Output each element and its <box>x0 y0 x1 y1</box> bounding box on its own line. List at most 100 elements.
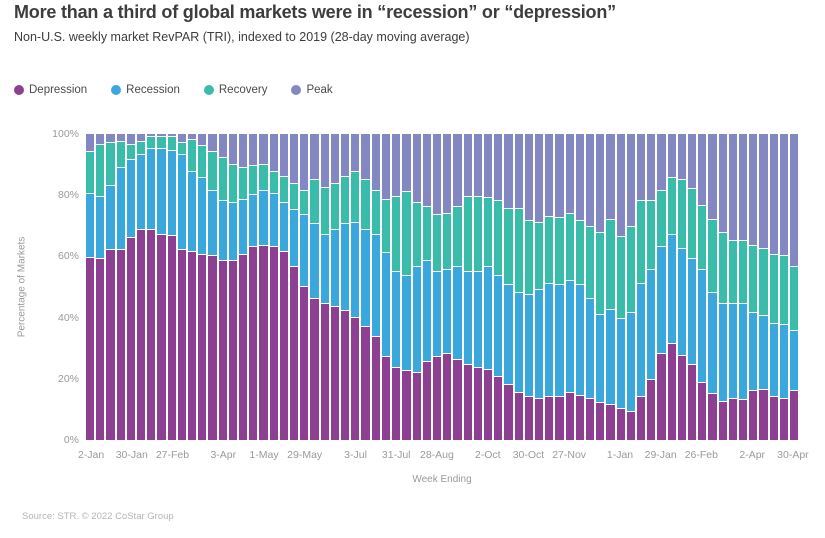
bar-week-54[interactable] <box>626 134 635 440</box>
segment-recovery <box>790 267 799 332</box>
segment-recovery <box>534 222 544 291</box>
bar-week-33[interactable] <box>412 134 421 440</box>
bar-week-50[interactable] <box>585 134 595 440</box>
bar-week-68[interactable] <box>769 134 778 440</box>
legend-item-depression[interactable]: Depression <box>14 84 87 96</box>
bar-week-25[interactable] <box>330 134 340 440</box>
bar-week-8[interactable] <box>157 134 166 440</box>
segment-recession <box>188 172 197 252</box>
bar-week-45[interactable] <box>534 134 544 440</box>
bar-week-32[interactable] <box>402 134 411 440</box>
bar-week-57[interactable] <box>657 134 666 440</box>
bar-week-44[interactable] <box>524 134 533 440</box>
bar-week-64[interactable] <box>728 134 737 440</box>
bar-week-34[interactable] <box>422 134 431 440</box>
bar-week-46[interactable] <box>545 134 554 440</box>
bar-week-30[interactable] <box>381 134 391 440</box>
bar-week-19[interactable] <box>269 134 278 440</box>
bar-week-47[interactable] <box>555 134 564 440</box>
segment-recession <box>647 270 656 381</box>
segment-recovery <box>626 227 635 313</box>
bar-week-18[interactable] <box>259 134 268 440</box>
bar-week-55[interactable] <box>636 134 646 440</box>
segment-depression <box>96 259 105 440</box>
bar-week-40[interactable] <box>483 134 493 440</box>
bar-week-9[interactable] <box>167 134 176 440</box>
bar-week-13[interactable] <box>208 134 217 440</box>
bar-week-3[interactable] <box>106 134 115 440</box>
bar-week-16[interactable] <box>239 134 248 440</box>
bar-week-24[interactable] <box>320 134 329 440</box>
bar-week-63[interactable] <box>718 134 727 440</box>
source-attribution: Source: STR. © 2022 CoStar Group <box>22 511 174 522</box>
bar-week-35[interactable] <box>432 134 442 440</box>
bar-week-69[interactable] <box>779 134 789 440</box>
segment-recovery <box>728 241 737 304</box>
segment-peak <box>208 134 217 153</box>
bar-week-26[interactable] <box>341 134 350 440</box>
bar-week-61[interactable] <box>698 134 707 440</box>
bar-week-49[interactable] <box>575 134 584 440</box>
bar-week-17[interactable] <box>249 134 258 440</box>
bar-week-48[interactable] <box>565 134 574 440</box>
bar-week-12[interactable] <box>198 134 207 440</box>
bar-week-36[interactable] <box>443 134 452 440</box>
bar-week-29[interactable] <box>371 134 380 440</box>
legend-item-recession[interactable]: Recession <box>111 84 180 96</box>
bar-week-43[interactable] <box>514 134 523 440</box>
bar-week-14[interactable] <box>218 134 227 440</box>
segment-peak <box>126 134 136 145</box>
bar-week-4[interactable] <box>116 134 125 440</box>
bar-week-58[interactable] <box>667 134 676 440</box>
segment-peak <box>657 134 666 191</box>
bar-week-56[interactable] <box>647 134 656 440</box>
bar-week-21[interactable] <box>290 134 299 440</box>
segment-depression <box>698 383 707 440</box>
bar-week-10[interactable] <box>177 134 187 440</box>
bar-week-62[interactable] <box>708 134 717 440</box>
bar-week-39[interactable] <box>473 134 482 440</box>
bar-week-31[interactable] <box>392 134 401 440</box>
bar-week-27[interactable] <box>351 134 360 440</box>
x-tick-label: 27-Feb <box>155 449 190 461</box>
bar-week-38[interactable] <box>463 134 472 440</box>
segment-recession <box>208 190 217 257</box>
bar-week-28[interactable] <box>361 134 370 440</box>
bar-week-15[interactable] <box>228 134 238 440</box>
bar-week-7[interactable] <box>147 134 156 440</box>
segment-recession <box>116 167 125 251</box>
segment-depression <box>575 395 584 440</box>
segment-depression <box>657 354 666 440</box>
segment-recession <box>239 199 248 255</box>
segment-recession <box>565 280 574 393</box>
bar-week-1[interactable] <box>86 134 95 440</box>
bar-week-11[interactable] <box>188 134 197 440</box>
segment-recovery <box>341 176 350 225</box>
bar-week-5[interactable] <box>126 134 136 440</box>
bar-week-60[interactable] <box>687 134 697 440</box>
bar-week-66[interactable] <box>749 134 758 440</box>
segment-recovery <box>147 137 156 150</box>
bar-week-65[interactable] <box>739 134 748 440</box>
bar-week-20[interactable] <box>279 134 289 440</box>
legend-item-peak[interactable]: Peak <box>291 84 333 96</box>
bar-week-41[interactable] <box>494 134 503 440</box>
segment-recovery <box>698 205 707 271</box>
bar-week-23[interactable] <box>310 134 319 440</box>
bar-week-59[interactable] <box>677 134 686 440</box>
bar-week-6[interactable] <box>137 134 146 440</box>
segment-depression <box>147 230 156 440</box>
bar-week-53[interactable] <box>616 134 625 440</box>
legend-item-recovery[interactable]: Recovery <box>203 84 267 96</box>
segment-recovery <box>371 190 380 235</box>
bar-week-37[interactable] <box>453 134 462 440</box>
bar-week-2[interactable] <box>96 134 105 440</box>
bar-week-52[interactable] <box>606 134 615 440</box>
bar-week-70[interactable] <box>790 134 799 440</box>
bar-week-51[interactable] <box>596 134 605 440</box>
segment-recovery <box>330 184 340 231</box>
bar-week-22[interactable] <box>300 134 309 440</box>
segment-depression <box>188 251 197 440</box>
bar-week-67[interactable] <box>759 134 768 440</box>
bar-week-42[interactable] <box>504 134 513 440</box>
